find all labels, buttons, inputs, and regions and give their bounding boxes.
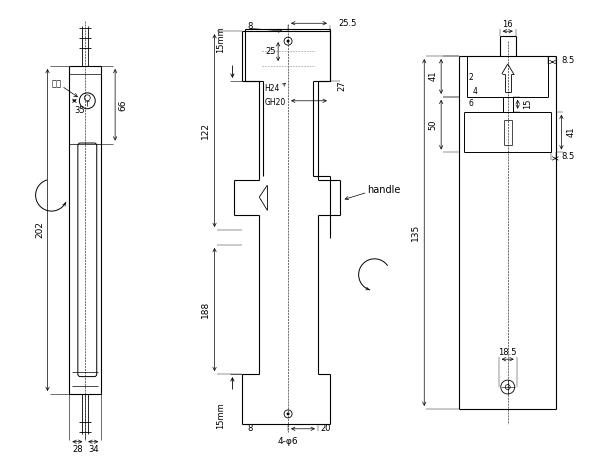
Text: 41: 41: [428, 71, 437, 81]
Text: 122: 122: [201, 122, 210, 139]
Text: 15mm: 15mm: [216, 26, 225, 52]
Text: 25.5: 25.5: [338, 19, 357, 28]
Text: 50: 50: [428, 119, 437, 130]
Text: 35: 35: [74, 106, 85, 115]
Text: 28: 28: [72, 445, 83, 454]
Text: 188: 188: [201, 301, 210, 318]
Text: 41: 41: [567, 126, 576, 137]
Text: 8: 8: [248, 22, 253, 31]
Text: 锁芯: 锁芯: [52, 79, 61, 89]
Text: 8: 8: [248, 424, 253, 433]
Circle shape: [287, 412, 290, 415]
Circle shape: [287, 39, 290, 43]
Text: 202: 202: [35, 222, 44, 239]
Text: 15mm: 15mm: [216, 403, 225, 429]
Text: 66: 66: [119, 99, 128, 111]
Text: handle: handle: [368, 185, 401, 195]
Text: 6: 6: [469, 99, 473, 108]
Text: 2: 2: [469, 73, 473, 83]
Text: 135: 135: [411, 224, 420, 241]
Text: GH20: GH20: [264, 98, 286, 107]
Text: 4-φ6: 4-φ6: [278, 437, 298, 446]
Text: 4: 4: [472, 87, 478, 96]
Text: 27: 27: [337, 81, 346, 91]
Text: 34: 34: [88, 445, 98, 454]
Text: 8.5: 8.5: [562, 152, 575, 161]
Text: H24: H24: [264, 84, 280, 93]
Text: 20: 20: [320, 424, 331, 433]
Text: 18.5: 18.5: [499, 348, 517, 357]
Text: 25: 25: [265, 46, 275, 56]
Text: 8.5: 8.5: [562, 56, 575, 65]
Text: 16: 16: [502, 20, 513, 29]
Text: 15: 15: [523, 99, 532, 109]
